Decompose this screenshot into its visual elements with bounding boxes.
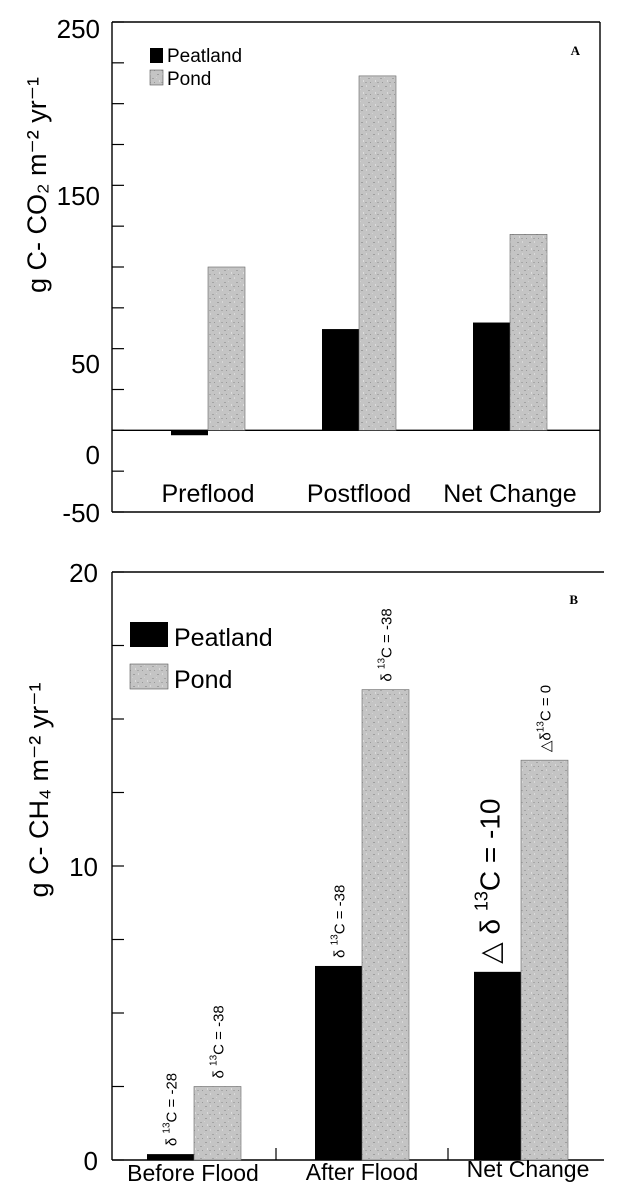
bar-pond-0 <box>207 266 246 431</box>
annotation-superscript: 13 <box>162 1122 173 1134</box>
isotope-annotation-0: δ 13C = -28 <box>162 1073 181 1146</box>
panel-a-y-ticks <box>112 21 124 513</box>
legend-swatch-peatland <box>150 48 163 63</box>
bar-pond-2 <box>520 759 569 1161</box>
isotope-annotation-1: δ 13C = -38 <box>209 1005 228 1078</box>
bar-peatland-1 <box>322 329 359 431</box>
x-tick-label: Before Flood <box>127 1160 259 1184</box>
annotation-prefix: △ δ <box>475 911 506 964</box>
y-tick-label: 250 <box>57 14 100 44</box>
legend-label-peatland: Peatland <box>174 624 273 652</box>
annotation-prefix: δ <box>332 945 349 958</box>
panel-b-legend: Peatland Pond <box>129 622 273 694</box>
annotation-value: C = -10 <box>475 799 506 892</box>
y-tick-label: 0 <box>84 1146 98 1176</box>
bar-pond-0 <box>193 1086 242 1161</box>
legend-label-peatland: Peatland <box>167 46 242 67</box>
annotation-value: C = -28 <box>164 1073 181 1123</box>
panel-b-y-axis-title: g C- CH₄ m⁻² yr⁻¹ <box>24 682 54 897</box>
panel-a: 250 150 50 0 -50 Preflood Postflood Net … <box>22 14 601 528</box>
x-tick-label: Preflood <box>161 480 254 508</box>
panel-b: 20 10 0 Before Flood After Flood Net Cha… <box>24 558 604 1184</box>
panel-b-ticks <box>112 571 449 1161</box>
panel-b-annotations: δ 13C = -28δ 13C = -38δ 13C = -38δ 13C =… <box>162 608 555 1146</box>
x-tick-label: Postflood <box>307 480 411 508</box>
legend-swatch-pond <box>129 663 169 690</box>
y-tick-label: 50 <box>71 349 100 379</box>
bar-peatland-2 <box>473 322 510 431</box>
y-tick-label: 0 <box>86 440 100 470</box>
x-tick-label: After Flood <box>306 1159 419 1184</box>
annotation-value: C = 0 <box>538 685 555 721</box>
y-tick-label: 150 <box>57 181 100 211</box>
panel-a-y-tick-labels: 250 150 50 0 -50 <box>57 14 100 528</box>
bar-peatland-1 <box>315 965 362 1160</box>
bar-pond-2 <box>509 234 548 431</box>
annotation-prefix: δ <box>379 669 396 682</box>
annotation-superscript: 13 <box>536 721 547 733</box>
y-tick-label: -50 <box>62 498 100 528</box>
x-tick-label: Net Change <box>443 480 576 508</box>
panel-b-bars <box>147 689 569 1161</box>
annotation-superscript: 13 <box>209 1054 220 1066</box>
annotation-prefix: δ <box>164 1134 181 1147</box>
bar-peatland-0 <box>171 430 208 436</box>
annotation-prefix: △δ <box>538 732 555 752</box>
panel-a-x-tick-labels: Preflood Postflood Net Change <box>161 480 576 508</box>
annotation-superscript: 13 <box>330 934 341 946</box>
legend-swatch-pond <box>149 69 164 86</box>
bar-peatland-2 <box>474 971 521 1160</box>
bar-pond-1 <box>361 689 410 1161</box>
annotation-prefix: δ <box>211 1066 228 1079</box>
annotation-value: C = -38 <box>211 1005 228 1055</box>
bar-peatland-0 <box>147 1154 194 1160</box>
annotation-value: C = -38 <box>379 608 396 658</box>
x-tick-label: Net Change <box>467 1156 590 1182</box>
legend-swatch-peatland <box>130 622 168 647</box>
annotation-superscript: 13 <box>377 658 388 670</box>
annotation-superscript: 13 <box>472 891 492 911</box>
panel-b-y-tick-labels: 20 10 0 <box>69 558 98 1176</box>
panel-b-label: B <box>569 592 578 607</box>
panel-b-x-tick-labels: Before Flood After Flood Net Change <box>127 1156 589 1184</box>
isotope-annotation-5: △δ13C = 0 <box>536 685 555 752</box>
bar-pond-1 <box>358 75 397 431</box>
y-tick-label: 20 <box>69 558 98 588</box>
isotope-annotation-3: δ 13C = -38 <box>377 608 396 681</box>
y-tick-label: 10 <box>69 852 98 882</box>
annotation-value: C = -38 <box>332 885 349 935</box>
legend-label-pond: Pond <box>174 666 232 694</box>
panel-a-y-axis-title: g C- CO₂ m⁻² yr⁻¹ <box>22 77 52 293</box>
isotope-annotation-4: △ δ 13C = -10 <box>472 799 506 964</box>
panel-a-bars <box>171 75 548 436</box>
panel-a-label: A <box>571 43 581 58</box>
legend-label-pond: Pond <box>167 69 211 90</box>
panel-a-legend: Peatland Pond <box>149 46 242 90</box>
isotope-annotation-2: δ 13C = -38 <box>330 885 349 958</box>
